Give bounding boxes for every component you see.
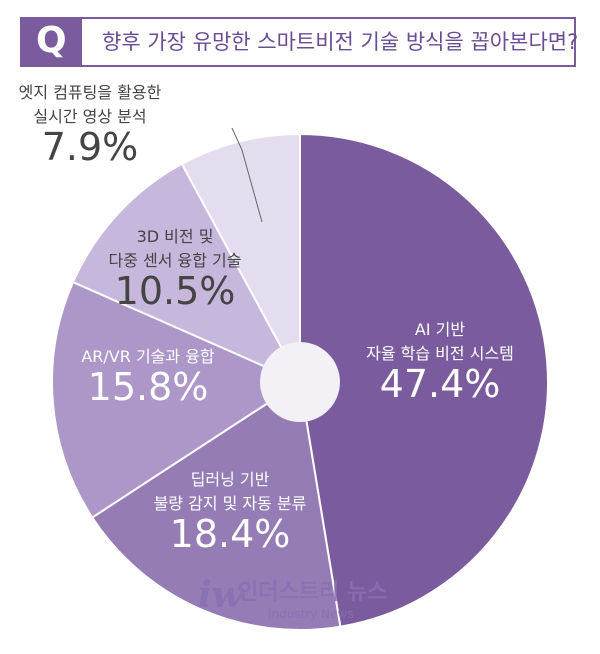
slice-value-label: 15.8% bbox=[88, 365, 209, 409]
slice-category-label: 불량 감지 및 자동 분류 bbox=[154, 494, 307, 513]
leader-lines bbox=[231, 127, 263, 223]
slice-category-label: 엣지 컴퓨팅을 활용한 bbox=[19, 83, 162, 102]
pie-slice bbox=[90, 380, 342, 631]
pie-slice bbox=[51, 280, 303, 519]
slice-value-label: 47.4% bbox=[380, 362, 501, 406]
pie-slices bbox=[51, 132, 549, 631]
pie-slice bbox=[180, 132, 301, 383]
slice-category-label: AI 기반 bbox=[415, 320, 465, 339]
slice-category-label: 딥러닝 기반 bbox=[191, 470, 270, 489]
question-banner: Q 향후 가장 유망한 스마트비전 기술 방식을 꼽아본다면? bbox=[20, 17, 579, 67]
slice-value-label: 7.9% bbox=[42, 125, 139, 169]
publisher-logo: iw bbox=[198, 574, 243, 616]
slice-category-label: 다중 센서 융합 기술 bbox=[108, 251, 241, 270]
slice-category-label: AR/VR 기술과 융합 bbox=[81, 347, 215, 366]
slice-value-label: 18.4% bbox=[170, 512, 291, 556]
publisher-watermark: iw 인더스트리 뉴스 Industry News bbox=[198, 575, 418, 625]
chart-title: 향후 가장 유망한 스마트비전 기술 방식을 꼽아본다면? bbox=[102, 30, 579, 54]
question-badge-letter: Q bbox=[36, 20, 67, 61]
slice-category-label: 3D 비전 및 bbox=[137, 227, 214, 246]
leader-line bbox=[231, 127, 263, 223]
publisher-name-korean: 인더스트리 뉴스 bbox=[238, 580, 388, 605]
publisher-name-english: Industry News bbox=[268, 607, 354, 621]
slice-category-label: 실시간 영상 분석 bbox=[33, 107, 146, 126]
pie-slice bbox=[71, 162, 303, 385]
pie-center-hole bbox=[260, 342, 340, 422]
question-badge: Q bbox=[20, 17, 82, 67]
slice-value-label: 10.5% bbox=[115, 269, 236, 313]
slice-category-label: 자율 학습 비전 시스템 bbox=[366, 344, 514, 363]
pie-slice bbox=[299, 132, 549, 628]
